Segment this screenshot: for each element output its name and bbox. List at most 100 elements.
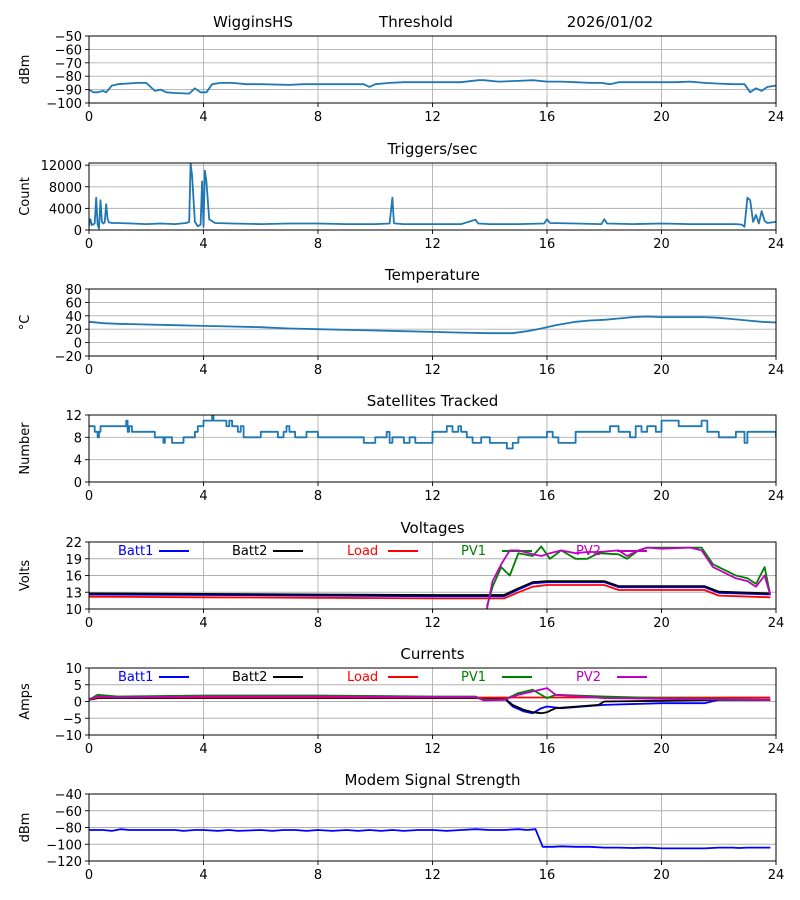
x-tick-label: 24 (768, 110, 785, 125)
x-tick-label: 12 (424, 363, 441, 378)
x-tick-label: 8 (314, 489, 322, 504)
x-tick-label: 8 (314, 868, 322, 883)
x-tick-label: 20 (653, 868, 670, 883)
y-tick-label: −20 (55, 350, 82, 365)
x-tick-label: 24 (768, 237, 785, 252)
x-tick-label: 24 (768, 742, 785, 757)
y-tick-label: 4 (74, 454, 82, 469)
y-tick-label: 10 (65, 603, 82, 618)
y-tick-label: −80 (55, 822, 82, 837)
y-tick-label: −100 (46, 838, 82, 853)
x-tick-label: 20 (653, 489, 670, 504)
plot-frame (88, 793, 777, 862)
x-tick-label: 4 (199, 110, 207, 125)
x-tick-label: 12 (424, 489, 441, 504)
y-tick-label: 8000 (49, 181, 82, 196)
y-tick-label: −60 (55, 805, 82, 820)
x-tick-label: 4 (199, 868, 207, 883)
series-line-pv1 (486, 545, 772, 607)
series-line-pv2 (89, 687, 771, 702)
y-tick-label: 20 (65, 323, 82, 338)
x-tick-label: 8 (314, 742, 322, 757)
y-axis-label: dBm (18, 813, 33, 843)
x-tick-label: 4 (199, 742, 207, 757)
chart-title: Temperature (384, 266, 480, 284)
series-line-modem (89, 828, 771, 850)
y-tick-label: −120 (46, 855, 82, 870)
x-tick-label: 24 (768, 363, 785, 378)
legend-label: PV2 (576, 544, 601, 559)
x-tick-label: 12 (424, 110, 441, 125)
x-tick-label: 4 (199, 363, 207, 378)
x-tick-label: 16 (539, 616, 556, 631)
y-tick-label: 13 (65, 586, 82, 601)
y-tick-label: 10 (65, 662, 82, 677)
x-tick-label: 8 (314, 616, 322, 631)
y-axis-label: Number (18, 422, 33, 475)
y-tick-label: 4000 (49, 202, 82, 217)
panel-modem: Modem Signal Strength dBm 0 4 8 12 16 20 24 −40 −6… (18, 771, 784, 883)
series-line-pv2 (486, 546, 772, 609)
x-tick-label: 20 (653, 363, 670, 378)
legend-label: Batt2 (232, 670, 267, 685)
x-tick-label: 8 (314, 110, 322, 125)
y-tick-label: 60 (65, 296, 82, 311)
x-tick-label: 12 (424, 616, 441, 631)
x-tick-label: 16 (539, 742, 556, 757)
y-tick-label: −80 (55, 70, 82, 85)
chart-title: Voltages (400, 519, 464, 537)
panel-satellites: Satellites Tracked Number 0 4 8 12 16 20 24 12 8 4 0 (18, 392, 784, 504)
panel-currents: Currents Amps 0 4 8 12 16 20 24 10 5 0−5 −10 Batt1 Bat… (18, 645, 784, 757)
y-tick-label: 80 (65, 283, 82, 298)
y-tick-label: −40 (55, 788, 82, 803)
x-tick-label: 12 (424, 868, 441, 883)
x-tick-label: 0 (85, 742, 93, 757)
station-name: WigginsHS (213, 13, 293, 31)
y-tick-label: −90 (55, 84, 82, 99)
x-tick-label: 0 (85, 868, 93, 883)
y-tick-label: 12 (65, 409, 82, 424)
y-axis-label: Count (18, 177, 33, 216)
chart-title: Triggers/sec (387, 140, 478, 158)
panel-triggers: Triggers/sec Count 0 4 8 12 16 20 24 0 4000 8000 120… (18, 140, 784, 252)
plot-frame (88, 288, 777, 357)
figure-title: Threshold (378, 13, 453, 31)
legend-label: Batt1 (118, 670, 153, 685)
y-tick-label: 40 (65, 310, 82, 325)
plot-frame (88, 35, 777, 104)
series-line-batt1 (89, 581, 771, 598)
plot-frame (88, 414, 777, 483)
x-tick-label: 4 (199, 616, 207, 631)
x-tick-label: 16 (539, 237, 556, 252)
series-line-triggers-sec (89, 163, 776, 230)
x-tick-label: 20 (653, 237, 670, 252)
x-tick-label: 0 (85, 616, 93, 631)
y-tick-label: 22 (65, 536, 82, 551)
panel-threshold: dBm 0 4 8 12 16 20 24 −50−60−70−80−90−100 (18, 30, 784, 125)
y-tick-label: −10 (55, 729, 82, 744)
y-tick-label: 16 (65, 570, 82, 585)
y-tick-label: 5 (74, 679, 82, 694)
x-tick-label: 16 (539, 868, 556, 883)
x-tick-label: 0 (85, 110, 93, 125)
y-tick-label: −50 (55, 30, 82, 45)
y-tick-label: −60 (55, 43, 82, 58)
chart-title: Currents (400, 645, 464, 663)
series-line-batt2 (89, 580, 771, 596)
y-tick-label: 8 (74, 431, 82, 446)
figure-date: 2026/01/02 (567, 13, 653, 31)
x-tick-label: 24 (768, 616, 785, 631)
x-tick-label: 4 (199, 237, 207, 252)
chart-title: Modem Signal Strength (345, 771, 521, 789)
legend-label: PV2 (576, 670, 601, 685)
x-tick-label: 4 (199, 489, 207, 504)
x-tick-label: 0 (85, 363, 93, 378)
x-tick-label: 20 (653, 110, 670, 125)
x-tick-label: 0 (85, 237, 93, 252)
y-tick-label: 0 (74, 337, 82, 352)
y-tick-label: −5 (63, 712, 82, 727)
x-tick-label: 8 (314, 363, 322, 378)
x-tick-label: 20 (653, 616, 670, 631)
